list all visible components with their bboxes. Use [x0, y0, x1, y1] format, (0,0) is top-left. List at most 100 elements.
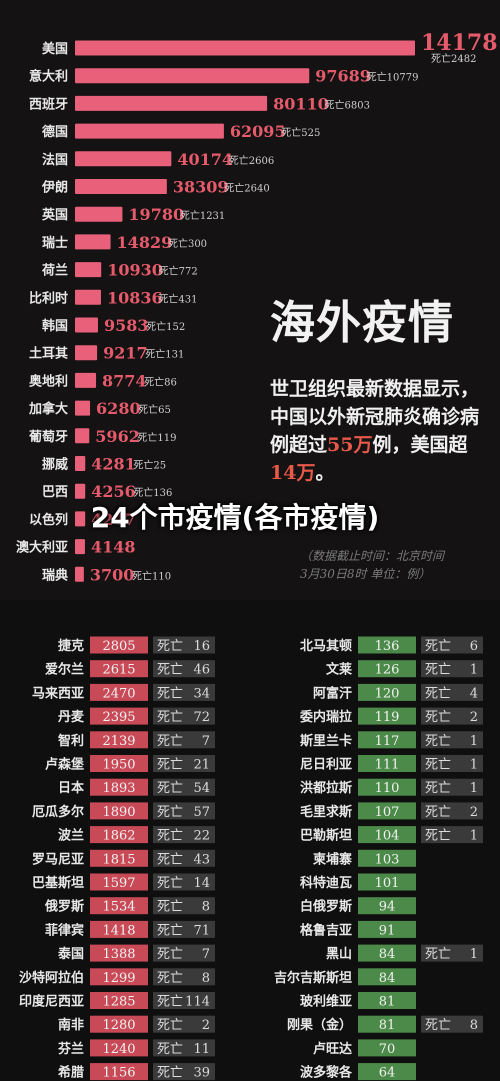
deaths-cell: [153, 1063, 215, 1081]
category-label: 以色列: [29, 512, 68, 528]
value-label: 3700: [90, 565, 135, 584]
bar: [75, 206, 123, 222]
category-label: 德国: [42, 124, 68, 140]
cases-value: 70: [379, 1042, 396, 1057]
cases-value: 2470: [102, 686, 135, 701]
deaths-prefix: 死亡: [425, 639, 451, 654]
country-label: 北马其顿: [300, 638, 352, 654]
deaths-prefix: 死亡: [157, 639, 183, 654]
cases-value: 126: [375, 663, 400, 678]
cases-cell: [90, 683, 148, 701]
country-label: 刚果（金）: [287, 1017, 352, 1033]
category-label: 英国: [41, 207, 68, 223]
cases-cell: [90, 968, 148, 986]
category-label: 瑞士: [42, 235, 68, 251]
cases-value: 64: [379, 1066, 396, 1081]
deaths-value: 1: [470, 758, 478, 773]
country-label: 卢旺达: [313, 1041, 352, 1057]
deaths-value: 57: [193, 805, 210, 820]
cases-cell: [358, 849, 416, 867]
deaths-cell: [421, 707, 483, 725]
country-label: 捷克: [58, 638, 84, 654]
deaths-prefix: 死亡: [425, 829, 451, 844]
cases-value: 81: [379, 1018, 396, 1033]
deaths-cell: [153, 731, 215, 749]
value-label: 6280: [96, 399, 141, 418]
cases-value: 1597: [102, 876, 135, 891]
country-label: 爱尔兰: [45, 662, 84, 678]
country-label: 马来西亚: [32, 685, 84, 701]
deaths-prefix: 死亡: [425, 663, 451, 678]
cases-cell: [358, 873, 416, 891]
deaths-cell: [153, 968, 215, 986]
deaths-cell: [153, 920, 215, 938]
value-label: 80110: [273, 94, 329, 113]
cases-cell: [358, 660, 416, 678]
cases-value: 1418: [102, 923, 135, 938]
deaths-value: 4: [470, 686, 478, 701]
deaths-cell: [153, 1039, 215, 1057]
deaths-prefix: 死亡: [425, 947, 451, 962]
country-label: 俄罗斯: [44, 899, 84, 915]
bar-chart: 美国141781死亡2482意大利97689死亡10779西班牙80110死亡6…: [16, 30, 500, 584]
deaths-cell: [421, 826, 483, 844]
cases-cell: [358, 920, 416, 938]
deaths-prefix: 死亡: [157, 947, 183, 962]
cases-value: 1893: [102, 781, 135, 796]
deaths-cell: [153, 1015, 215, 1033]
deaths-value: 46: [193, 663, 210, 678]
top-panel: 美国141781死亡2482意大利97689死亡10779西班牙80110死亡6…: [15, 30, 500, 585]
country-label: 泰国: [57, 946, 84, 962]
cases-cell: [358, 731, 416, 749]
deaths-prefix: 死亡: [157, 805, 183, 820]
cases-cell: [90, 849, 148, 867]
value-label: 8774: [102, 371, 147, 390]
cases-cell: [90, 1015, 148, 1033]
country-label: 罗马尼亚: [32, 852, 84, 867]
subtitle-highlight: 55万: [327, 434, 373, 456]
deaths-value: 16: [193, 639, 210, 654]
deaths-cell: [153, 755, 215, 772]
deaths-prefix: 死亡: [157, 852, 183, 867]
deaths-value: 43: [193, 852, 210, 867]
cases-value: 81: [379, 995, 396, 1010]
death-label: 死亡152: [146, 320, 185, 333]
bar: [75, 179, 167, 194]
death-label: 死亡300: [168, 237, 207, 250]
country-label: 波多黎各: [300, 1065, 353, 1081]
deaths-value: 7: [202, 734, 210, 749]
value-label: 4148: [91, 538, 136, 557]
deaths-prefix: 死亡: [425, 781, 451, 796]
country-label: 柬埔寨: [313, 851, 352, 867]
category-label: 意大利: [29, 69, 68, 85]
deaths-prefix: 死亡: [157, 829, 183, 844]
category-label: 法国: [42, 152, 68, 168]
deaths-cell: [153, 683, 215, 701]
deaths-cell: [421, 802, 483, 820]
cases-value: 110: [375, 781, 400, 796]
cases-cell: [358, 826, 416, 844]
cases-cell: [358, 1015, 416, 1033]
cases-cell: [90, 1063, 148, 1081]
bar: [75, 262, 102, 278]
category-label: 比利时: [29, 290, 68, 306]
deaths-value: 11: [193, 1042, 210, 1057]
cases-cell: [90, 778, 148, 796]
cases-value: 1299: [102, 971, 135, 986]
bar: [75, 428, 90, 444]
bar: [75, 345, 98, 361]
country-label: 斯里兰卡: [300, 733, 352, 749]
cases-value: 111: [375, 758, 400, 773]
deaths-value: 54: [193, 781, 210, 796]
note-line: （数据截止时间：北京时间: [300, 549, 445, 563]
deaths-cell: [421, 944, 483, 962]
death-label: 死亡119: [137, 431, 176, 444]
category-label: 加拿大: [28, 401, 68, 417]
cases-cell: [90, 660, 148, 678]
deaths-cell: [421, 660, 483, 678]
deaths-value: 2: [470, 805, 478, 820]
deaths-prefix: 死亡: [425, 686, 451, 701]
cases-value: 119: [375, 710, 400, 725]
deaths-prefix: 死亡: [157, 758, 183, 773]
